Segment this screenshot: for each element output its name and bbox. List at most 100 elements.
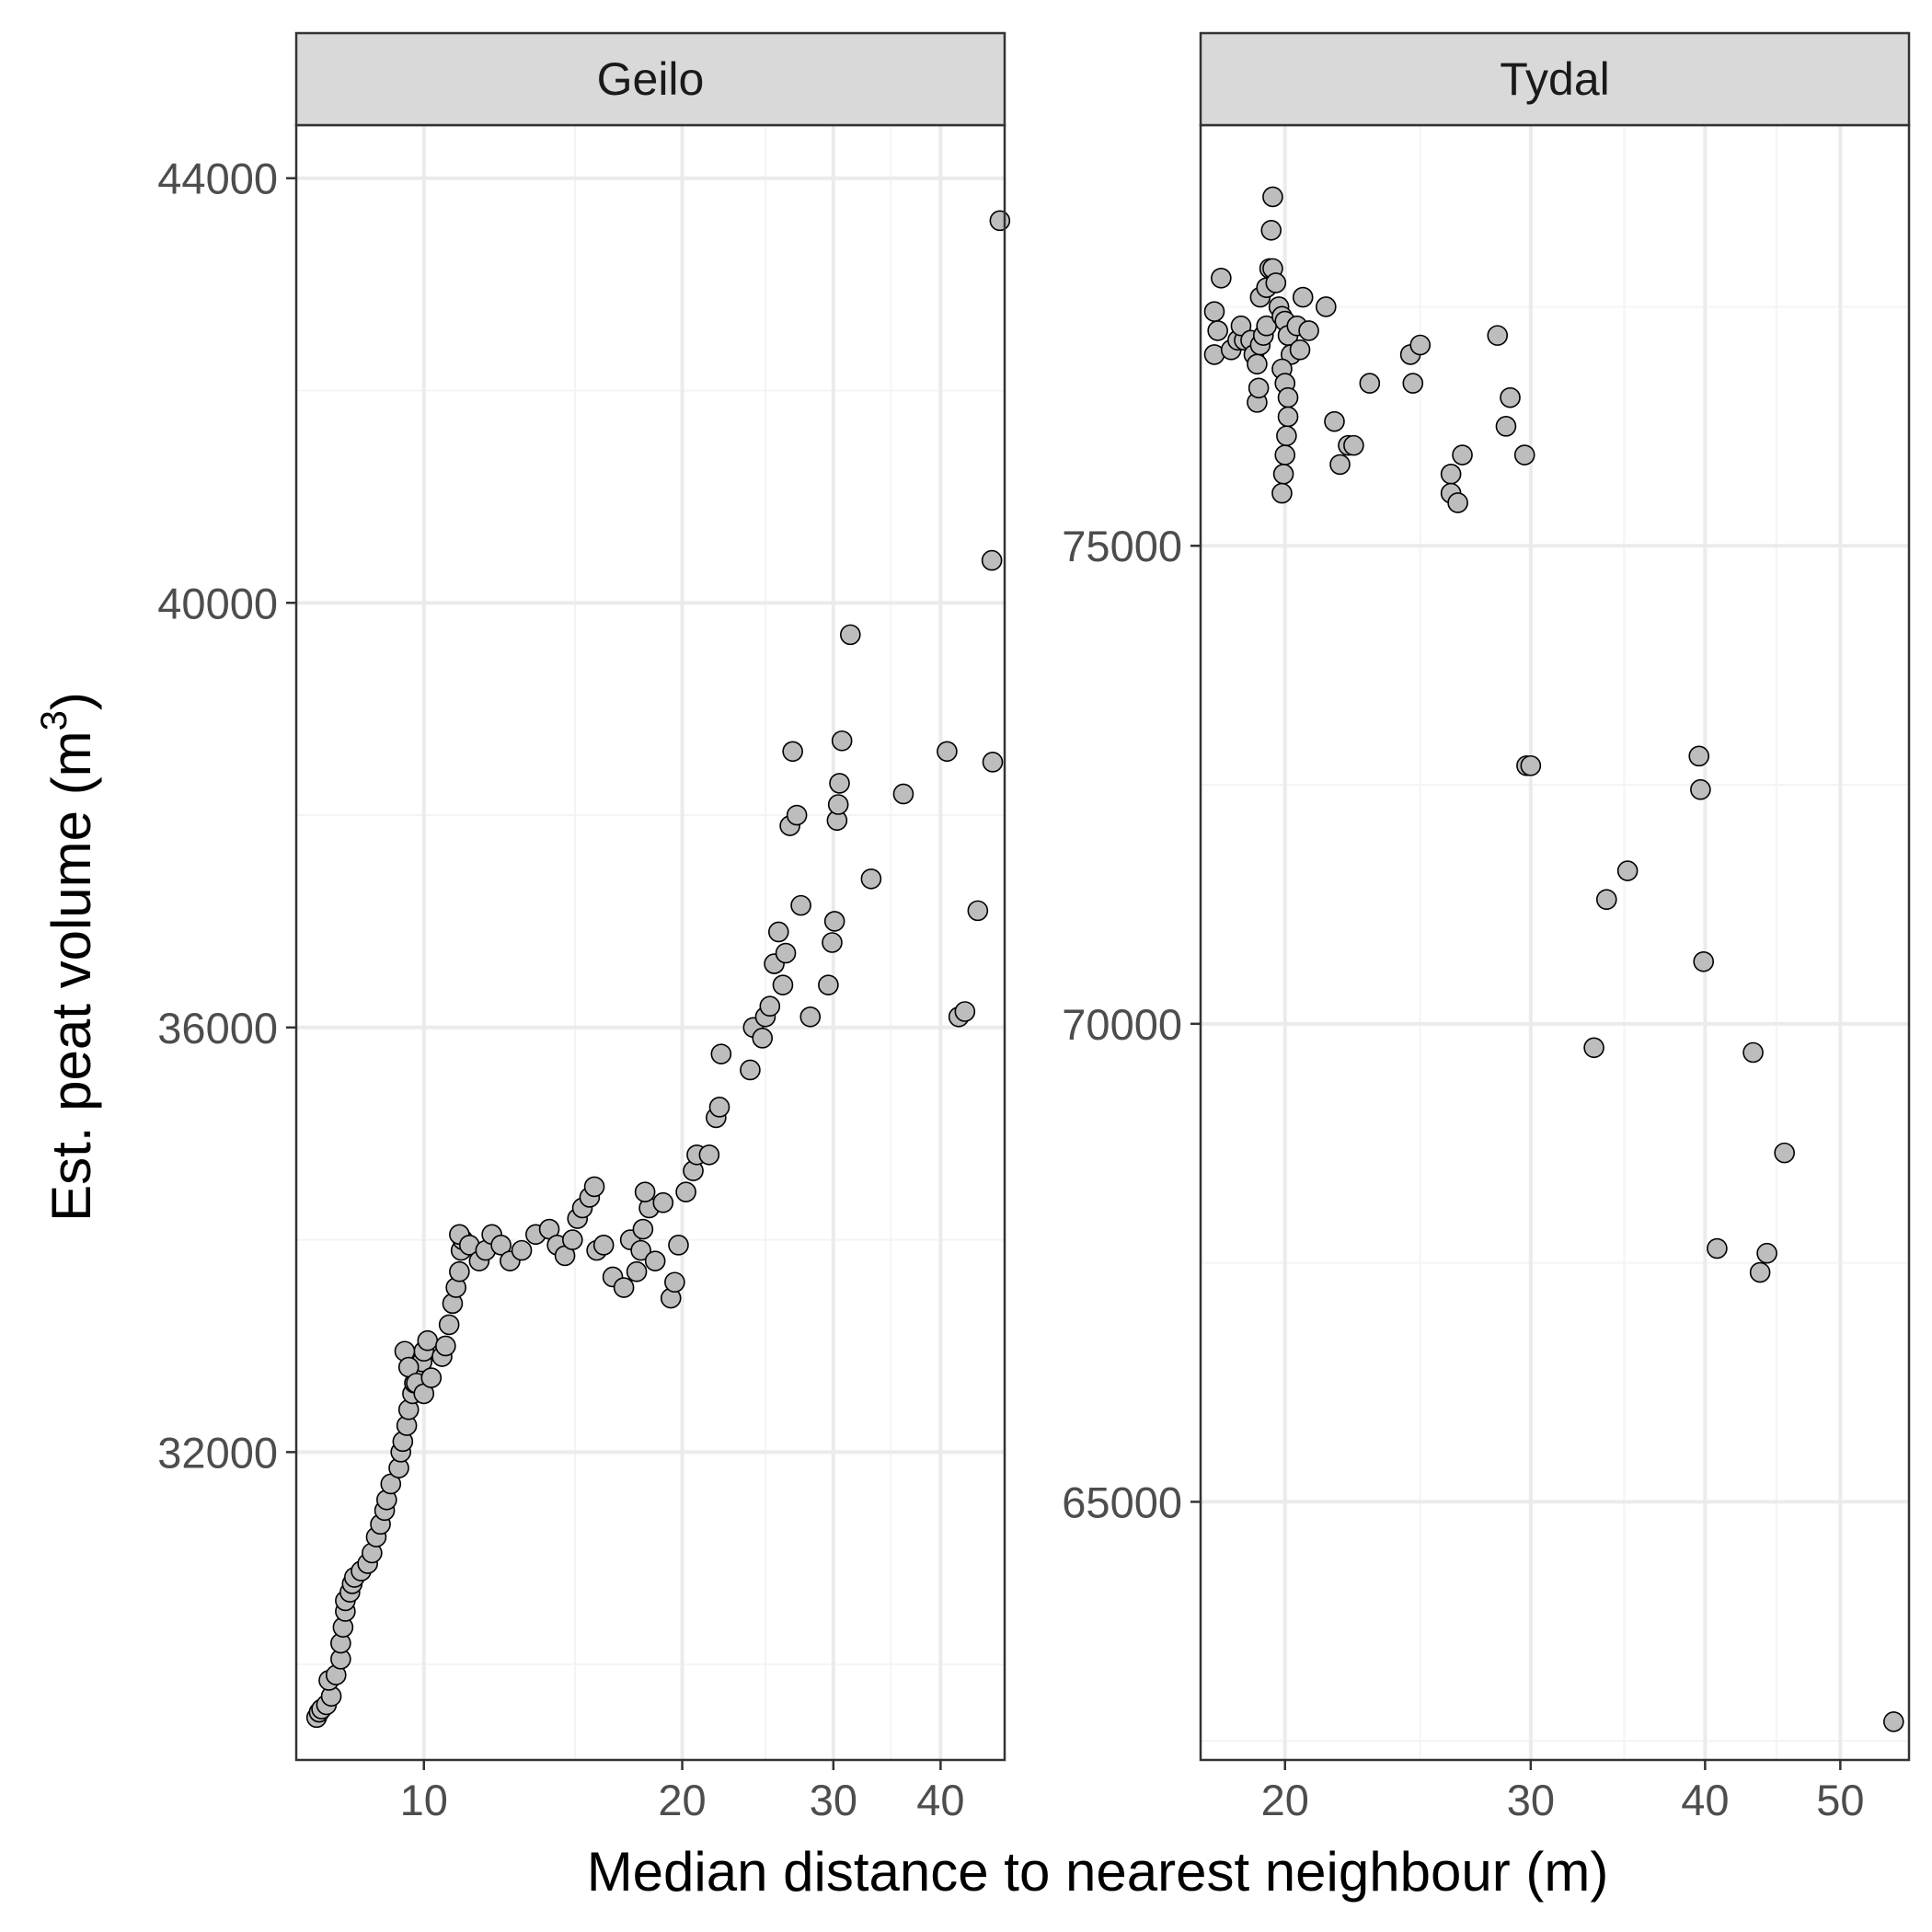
data-point bbox=[1440, 464, 1462, 485]
data-point bbox=[1688, 745, 1710, 767]
data-point bbox=[1265, 272, 1287, 293]
data-point bbox=[630, 1239, 651, 1261]
data-point bbox=[1292, 286, 1314, 308]
facet-strip-tydal bbox=[1199, 31, 1911, 127]
x-tick-label: 10 bbox=[400, 1776, 448, 1824]
data-point bbox=[1616, 860, 1639, 881]
data-point bbox=[1203, 301, 1225, 322]
data-point bbox=[1211, 267, 1232, 289]
data-point bbox=[860, 868, 882, 890]
y-tick-label: 32000 bbox=[157, 1428, 278, 1477]
data-point bbox=[822, 932, 843, 953]
data-point bbox=[799, 1006, 822, 1028]
x-tick-label: 40 bbox=[916, 1776, 964, 1824]
data-point bbox=[1277, 386, 1299, 408]
data-point bbox=[790, 894, 811, 916]
y-axis-title-text: Est. peat volume (m bbox=[40, 730, 102, 1222]
x-tick-label: 20 bbox=[658, 1776, 706, 1824]
y-tick-label: 65000 bbox=[1062, 1478, 1182, 1526]
data-point bbox=[1260, 220, 1282, 241]
data-point bbox=[668, 1235, 689, 1256]
data-point bbox=[981, 549, 1003, 571]
facet-panel-geilo: Geilo 32000 36000 40000 44000 10 20 30 40 bbox=[157, 31, 1011, 1824]
data-point bbox=[982, 752, 1004, 773]
data-point bbox=[767, 921, 789, 943]
x-tick-label: 30 bbox=[1507, 1776, 1555, 1824]
data-point bbox=[1595, 889, 1617, 911]
data-point bbox=[632, 1218, 654, 1240]
data-point bbox=[511, 1239, 533, 1261]
data-point bbox=[1316, 296, 1337, 317]
data-point bbox=[1690, 778, 1711, 800]
data-point bbox=[1583, 1037, 1604, 1059]
x-axis-title: Median distance to nearest neighbour (m) bbox=[587, 1841, 1609, 1903]
data-point bbox=[417, 1329, 439, 1351]
data-point bbox=[634, 1181, 656, 1202]
facet-strip-geilo bbox=[294, 31, 1006, 127]
data-point bbox=[449, 1260, 470, 1282]
data-point bbox=[583, 1176, 605, 1198]
data-point bbox=[759, 995, 781, 1018]
data-point bbox=[1756, 1242, 1777, 1264]
y-axis-title-superscript: 3 bbox=[34, 710, 75, 730]
data-point bbox=[1402, 373, 1424, 394]
data-point bbox=[1276, 425, 1297, 447]
y-axis-title: Est. peat volume (m3) bbox=[34, 692, 102, 1222]
data-point bbox=[1274, 444, 1296, 466]
y-tick-label: 36000 bbox=[157, 1004, 278, 1052]
data-point bbox=[613, 1277, 635, 1298]
data-point bbox=[1883, 1711, 1904, 1732]
data-point bbox=[892, 783, 914, 805]
data-point bbox=[1207, 320, 1228, 341]
data-point bbox=[490, 1235, 512, 1256]
data-point bbox=[675, 1181, 696, 1202]
data-point bbox=[1248, 377, 1270, 399]
data-point bbox=[420, 1367, 443, 1388]
data-point bbox=[1271, 482, 1293, 504]
data-point bbox=[1500, 386, 1521, 408]
data-point bbox=[710, 1043, 732, 1064]
data-point bbox=[562, 1229, 583, 1250]
data-point bbox=[1447, 492, 1468, 513]
data-point bbox=[438, 1314, 460, 1336]
data-point bbox=[698, 1144, 720, 1166]
data-point bbox=[937, 741, 958, 763]
x-tick-label: 20 bbox=[1261, 1776, 1309, 1824]
data-point bbox=[708, 1097, 730, 1118]
panel-background bbox=[1201, 125, 1909, 1760]
data-point bbox=[592, 1235, 615, 1256]
facet-panel-tydal: Tydal 65000 70000 75000 20 30 40 50 bbox=[1062, 31, 1911, 1824]
data-point bbox=[664, 1271, 685, 1294]
panel-background bbox=[296, 125, 1005, 1760]
data-point bbox=[1693, 950, 1715, 972]
data-point bbox=[1230, 315, 1252, 337]
data-point bbox=[1359, 373, 1381, 394]
y-tick-label: 44000 bbox=[157, 155, 278, 203]
data-point bbox=[1277, 406, 1299, 428]
svg-text:Est. peat volume (m3): Est. peat volume (m3) bbox=[34, 692, 102, 1222]
data-point bbox=[435, 1335, 456, 1357]
data-point bbox=[989, 210, 1011, 232]
data-point bbox=[782, 741, 803, 763]
data-point bbox=[1247, 353, 1268, 375]
data-point bbox=[823, 911, 845, 932]
data-point bbox=[1298, 320, 1319, 341]
data-point bbox=[1289, 339, 1311, 361]
data-point bbox=[1742, 1041, 1764, 1064]
data-point bbox=[1324, 410, 1345, 432]
data-point bbox=[1774, 1142, 1795, 1164]
x-tick-label: 40 bbox=[1681, 1776, 1729, 1824]
data-point bbox=[740, 1059, 761, 1081]
y-axis-title-close: ) bbox=[40, 692, 102, 710]
data-point bbox=[818, 974, 839, 995]
data-point bbox=[1749, 1261, 1771, 1283]
data-point bbox=[1272, 464, 1294, 485]
data-point bbox=[775, 942, 797, 964]
data-point bbox=[1487, 325, 1509, 346]
data-point bbox=[967, 900, 989, 922]
y-tick-label: 40000 bbox=[157, 579, 278, 627]
data-point bbox=[1495, 416, 1517, 437]
data-point bbox=[840, 624, 861, 646]
facet-strip-label-geilo: Geilo bbox=[597, 53, 705, 105]
